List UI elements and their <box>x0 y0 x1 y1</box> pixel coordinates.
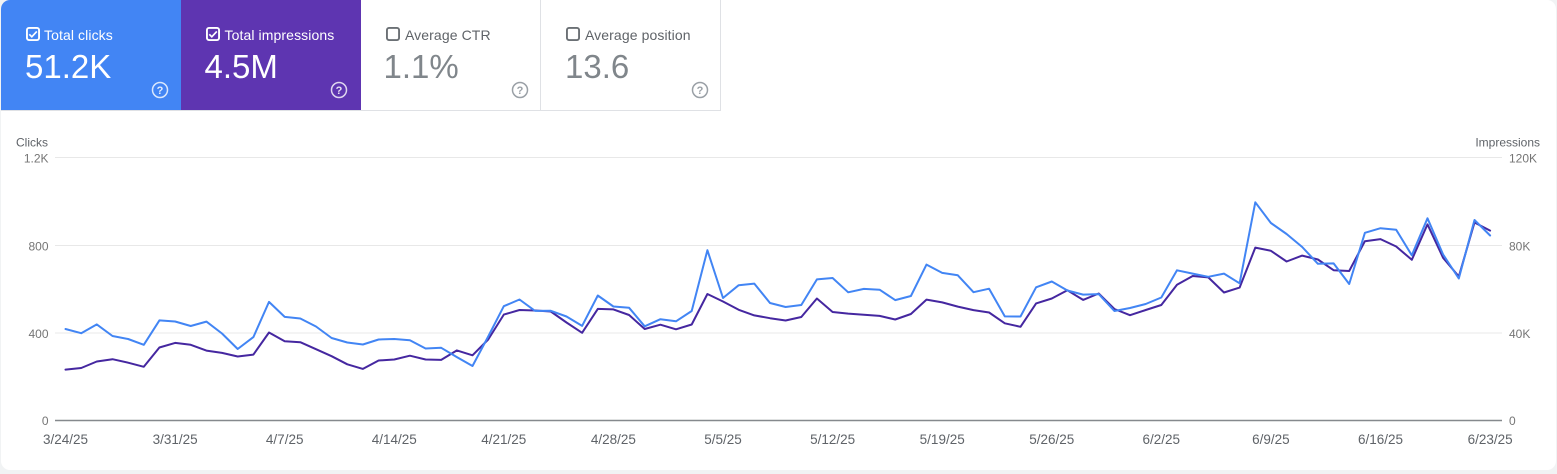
svg-text:?: ? <box>336 85 343 97</box>
svg-text:5/5/25: 5/5/25 <box>704 432 742 447</box>
svg-text:Impressions: Impressions <box>1475 136 1540 150</box>
svg-text:40K: 40K <box>1509 327 1530 341</box>
svg-text:0: 0 <box>42 414 49 428</box>
svg-text:3/24/25: 3/24/25 <box>43 432 88 447</box>
svg-text:6/9/25: 6/9/25 <box>1252 432 1290 447</box>
svg-text:6/16/25: 6/16/25 <box>1358 432 1403 447</box>
svg-text:5/19/25: 5/19/25 <box>920 432 965 447</box>
svg-text:4/21/25: 4/21/25 <box>481 432 526 447</box>
svg-text:0: 0 <box>1509 414 1516 428</box>
svg-text:?: ? <box>516 85 523 97</box>
svg-text:4/14/25: 4/14/25 <box>372 432 417 447</box>
svg-text:4/7/25: 4/7/25 <box>266 432 304 447</box>
svg-text:?: ? <box>696 85 703 97</box>
svg-text:80K: 80K <box>1509 240 1530 254</box>
svg-text:5/26/25: 5/26/25 <box>1029 432 1074 447</box>
svg-text:120K: 120K <box>1509 152 1537 166</box>
svg-text:6/2/25: 6/2/25 <box>1143 432 1181 447</box>
svg-text:6/23/25: 6/23/25 <box>1468 432 1513 447</box>
svg-text:1.2K: 1.2K <box>24 152 49 166</box>
svg-text:400: 400 <box>28 327 48 341</box>
svg-text:800: 800 <box>28 240 48 254</box>
svg-text:?: ? <box>156 85 163 97</box>
svg-text:4/28/25: 4/28/25 <box>591 432 636 447</box>
svg-text:5/12/25: 5/12/25 <box>810 432 855 447</box>
svg-text:Clicks: Clicks <box>16 136 48 150</box>
svg-text:3/31/25: 3/31/25 <box>153 432 198 447</box>
